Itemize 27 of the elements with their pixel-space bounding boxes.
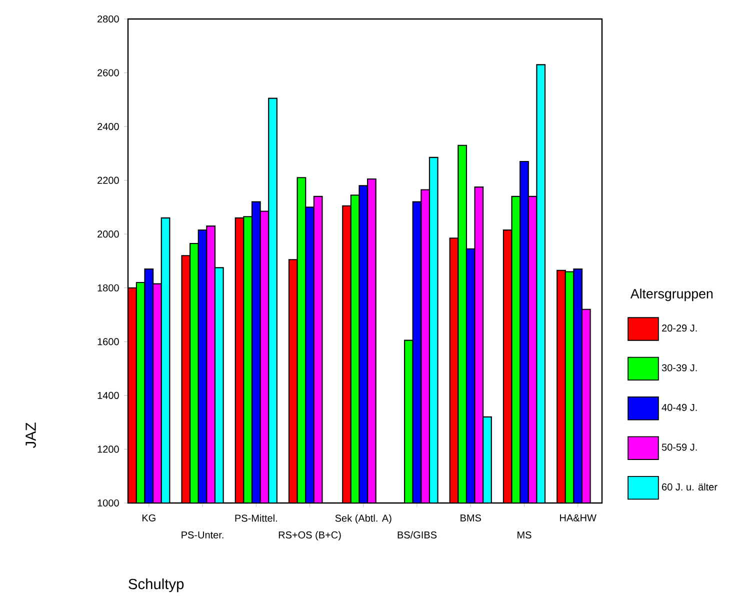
legend-label: 40-49 J. bbox=[662, 404, 697, 411]
legend-label: 50-59 J. bbox=[662, 444, 697, 451]
x-tick-label: PS-Unter. bbox=[182, 531, 224, 538]
y-tick-label: 2400 bbox=[98, 123, 119, 130]
legend-label: 30-39 J. bbox=[662, 364, 697, 372]
y-tick-label: 1600 bbox=[98, 338, 119, 346]
y-tick-label: 1200 bbox=[98, 446, 119, 453]
x-tick-label: KG bbox=[142, 514, 156, 522]
x-axis-title: Schultyp bbox=[128, 578, 184, 592]
legend-title: Altersgruppen bbox=[630, 288, 713, 302]
x-tick-label: BS/GIBS bbox=[398, 531, 437, 538]
x-tick-label: BMS bbox=[460, 514, 482, 522]
legend-label: 20-29 J. bbox=[662, 324, 697, 332]
y-tick-label: 2800 bbox=[98, 15, 119, 23]
y-tick-label: 1400 bbox=[98, 392, 119, 399]
y-tick-label: 2000 bbox=[98, 230, 119, 238]
x-tick-label: HA&HW bbox=[560, 514, 596, 522]
x-tick-label: MS bbox=[518, 531, 532, 538]
x-tick-label: RS+OS (B+C) bbox=[278, 531, 341, 540]
legend-label: 60 J. u. älter bbox=[662, 483, 718, 491]
y-tick-label: 2600 bbox=[98, 69, 119, 76]
y-axis-title: JAZ bbox=[26, 422, 36, 448]
x-tick-label: Sek (Abtl. A) bbox=[335, 514, 392, 524]
x-tick-label: PS-Mittel. bbox=[235, 514, 277, 522]
y-tick-label: 1800 bbox=[98, 284, 119, 292]
y-tick-label: 2200 bbox=[98, 176, 119, 184]
y-tick-label: 1000 bbox=[98, 499, 119, 507]
